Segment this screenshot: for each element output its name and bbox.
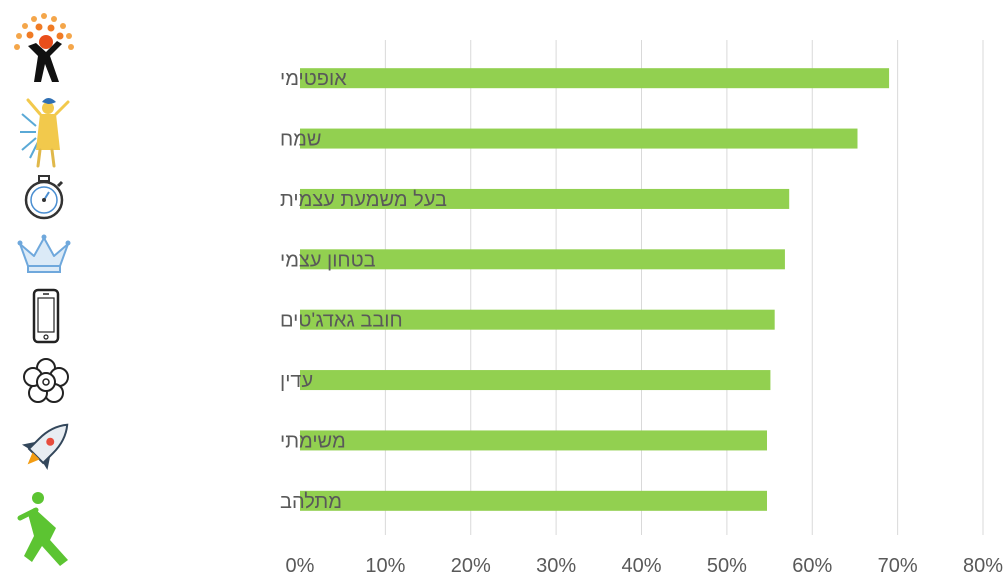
category-label: בעל משמעת עצמית	[280, 189, 447, 211]
bar	[300, 128, 858, 149]
bar	[300, 68, 890, 89]
waving-person-icon	[14, 13, 74, 82]
category-label: אופטימי	[280, 68, 347, 90]
bar	[300, 188, 790, 209]
x-tick-label: 60%	[792, 555, 832, 574]
x-tick-label: 10%	[365, 555, 405, 574]
category-icons	[14, 13, 74, 566]
flower-icon	[23, 358, 69, 403]
x-tick-label: 40%	[621, 555, 661, 574]
stopwatch-icon	[24, 175, 64, 220]
category-label: בטחון עצמי	[280, 249, 376, 271]
category-label: עדין	[280, 370, 313, 392]
joyful-figure-icon	[20, 98, 70, 168]
category-label: חובב גאדג'טים	[280, 310, 403, 332]
x-tick-label: 30%	[536, 555, 576, 574]
x-tick-label: 70%	[878, 555, 918, 574]
category-label: מתלהב	[280, 491, 342, 513]
crown-icon	[17, 234, 71, 273]
bar	[300, 309, 775, 330]
bar	[300, 490, 768, 511]
bar	[300, 430, 768, 451]
rocket-icon	[21, 423, 69, 471]
grid-lines	[384, 40, 984, 535]
x-tick-labels: 0% 10% 20% 30% 40% 50% 60% 70% 80%	[286, 555, 1004, 574]
category-label: משימתי	[280, 430, 346, 452]
bar	[300, 249, 785, 270]
x-tick-label: 0%	[286, 555, 315, 574]
bar	[300, 370, 771, 391]
x-tick-label: 50%	[707, 555, 747, 574]
bars	[300, 68, 890, 511]
x-tick-label: 80%	[963, 555, 1003, 574]
category-labels: אופטימי שמח בעל משמעת עצמית בטחון עצמי חובב …	[280, 68, 447, 513]
jumping-person-icon	[17, 492, 68, 566]
x-tick-label: 20%	[451, 555, 491, 574]
smartphone-icon	[32, 288, 60, 344]
category-label: שמח	[280, 129, 322, 151]
